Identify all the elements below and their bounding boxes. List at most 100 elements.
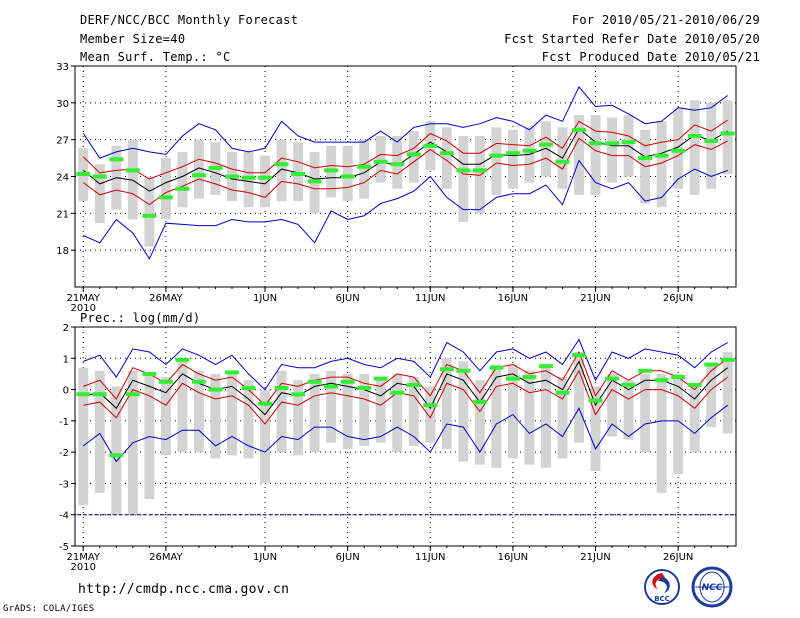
prec-obs-marker — [307, 379, 322, 384]
temp-obs-marker — [92, 174, 107, 179]
temp-obs-marker — [76, 172, 91, 177]
forecast-period: For 2010/05/21-2010/06/29 — [571, 13, 760, 27]
temp-box — [458, 135, 469, 222]
prec-box — [656, 373, 667, 493]
prec-panel: -5 -4 -3 -2 -1 0 1 2 21MAY 26MAY 1JUN 6JUN 11JUN 16JU… — [59, 323, 737, 573]
prec-obs-marker — [258, 401, 272, 406]
temp-box — [94, 164, 105, 224]
prec-box — [640, 373, 651, 453]
temp-box — [607, 117, 618, 183]
prec-x-tick-label: 21MAY — [66, 552, 100, 563]
prec-series-line — [83, 338, 728, 391]
temp-box — [260, 155, 270, 208]
temp-obs-marker — [555, 159, 570, 164]
temp-x-tick-label: 1JUN — [253, 293, 277, 304]
temp-obs-marker — [208, 165, 223, 170]
chart-title: DERF/NCC/BCC Monthly Forecast — [80, 13, 299, 27]
temp-obs-marker — [605, 141, 620, 146]
temp-obs-marker — [340, 174, 355, 179]
temp-x-tick-label: 26JUN — [663, 293, 693, 304]
prec-box — [309, 373, 320, 453]
temp-obs-marker — [671, 148, 686, 153]
prec-obs-marker — [539, 364, 553, 369]
temp-box — [293, 142, 304, 202]
temp-x-tick-label: 21MAY — [66, 293, 100, 304]
prec-box — [491, 364, 502, 468]
temp-box — [193, 139, 204, 199]
ncc-logo-text: NCC — [702, 583, 723, 593]
prec-y-tick-label: 0 — [63, 386, 69, 397]
temp-box — [144, 176, 155, 247]
temp-box — [507, 129, 518, 189]
temp-obs-marker — [572, 127, 586, 132]
prec-box — [673, 373, 684, 475]
prec-obs-marker — [241, 386, 256, 391]
temp-obs-marker — [191, 173, 206, 178]
temp-series-line — [82, 85, 728, 159]
temp-obs-marker — [654, 153, 669, 158]
temp-x-tick-label: 21JUN — [580, 293, 610, 304]
source-url: http://cmdp.ncc.cma.gov.cn — [78, 582, 290, 597]
temp-obs-marker — [158, 195, 173, 200]
prec-box — [243, 380, 254, 459]
prec-obs-marker — [456, 368, 471, 373]
prec-y-tick-label: 1 — [63, 354, 69, 365]
temp-obs-marker — [175, 186, 190, 191]
prec-obs-marker — [390, 390, 405, 395]
prec-series-line — [82, 404, 729, 463]
temp-series-line — [83, 159, 728, 260]
temp-obs-marker — [274, 162, 289, 167]
prec-series-line — [83, 369, 729, 425]
temp-box — [722, 100, 733, 175]
temp-obs-marker — [406, 152, 421, 157]
temp-box — [408, 131, 419, 183]
prec-box — [623, 380, 634, 440]
prec-obs-marker — [175, 357, 190, 362]
prec-x-tick-label: 21JUN — [580, 552, 610, 563]
prec-obs-marker — [505, 376, 520, 381]
temp-y-tick-label: 21 — [56, 209, 69, 220]
temp-box — [474, 135, 485, 214]
prec-obs-marker — [291, 392, 306, 397]
temp-obs-marker — [588, 141, 603, 146]
prec-box — [524, 370, 535, 465]
temp-year-label: 2010 — [71, 303, 96, 314]
temp-obs-marker — [390, 162, 405, 167]
temp-box — [706, 102, 717, 189]
temp-obs-marker — [324, 168, 339, 173]
temp-obs-marker — [225, 174, 239, 179]
temp-obs-marker — [505, 151, 520, 156]
prec-box — [722, 352, 733, 434]
prec-obs-marker — [439, 367, 454, 372]
prec-obs-marker — [191, 379, 206, 384]
temp-series-line — [82, 119, 728, 180]
prec-box — [458, 361, 469, 462]
prec-box — [590, 386, 601, 471]
prec-obs-marker — [472, 400, 487, 405]
prec-box — [441, 358, 452, 450]
temp-obs-marker — [489, 153, 504, 158]
prec-obs-marker — [423, 403, 438, 408]
prec-series-line — [83, 350, 729, 406]
prec-y-tick-label: -2 — [59, 448, 69, 459]
temp-obs-marker — [539, 142, 553, 147]
temp-box — [375, 135, 386, 183]
prec-box — [375, 380, 386, 443]
prec-obs-marker — [687, 382, 702, 387]
prec-obs-marker — [704, 362, 719, 367]
temp-obs-marker — [373, 159, 388, 164]
forecast-produced-date: Fcst Produced Date 2010/05/21 — [541, 50, 760, 64]
ncc-logo: NCC — [691, 566, 733, 608]
prec-x-tick-label: 26MAY — [149, 552, 183, 563]
prec-box — [342, 373, 353, 450]
prec-x-tick-label: 6JUN — [336, 552, 360, 563]
temp-box — [276, 139, 287, 202]
prec-obs-marker — [638, 368, 653, 373]
prec-x-tick-label: 1JUN — [253, 552, 277, 563]
prec-box — [326, 370, 337, 443]
prec-box — [541, 367, 551, 468]
prec-box — [293, 380, 304, 456]
forecast-started-date: Fcst Started Refer Date 2010/05/20 — [504, 32, 760, 46]
prec-box — [78, 367, 89, 506]
prec-x-tick-label: 26JUN — [663, 552, 693, 563]
